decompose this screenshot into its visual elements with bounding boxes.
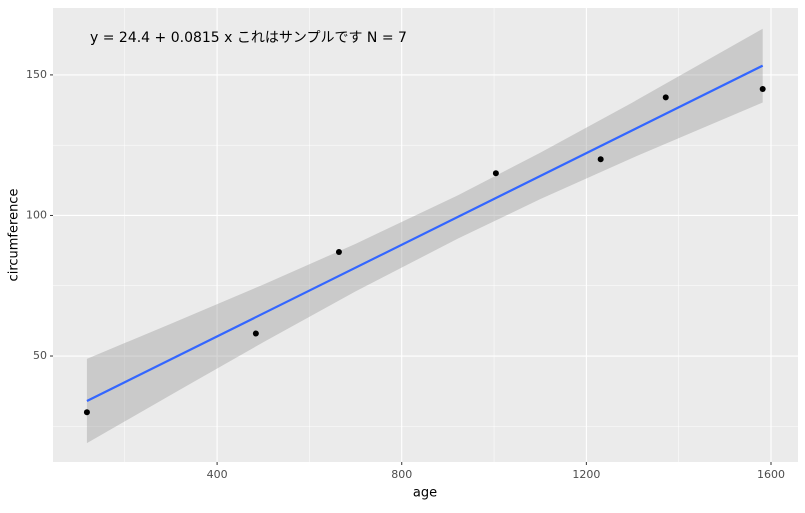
x-axis-title: age xyxy=(413,486,437,501)
y-axis-title: circumference xyxy=(7,189,22,282)
point xyxy=(492,170,499,177)
fit-line xyxy=(86,64,764,402)
annotation: y = 24.4 + 0.0815 x これはサンプルです N = 7 xyxy=(90,30,407,46)
point xyxy=(252,330,259,337)
confidence-band xyxy=(86,28,763,444)
x-tick-label: 400 xyxy=(207,468,228,481)
point xyxy=(83,409,90,416)
point xyxy=(662,94,669,101)
point xyxy=(759,85,766,92)
point xyxy=(597,156,604,163)
y-tick-label: 150 xyxy=(26,68,47,81)
x-tick-label: 1200 xyxy=(572,468,600,481)
y-tick-label: 100 xyxy=(26,208,47,221)
panel xyxy=(53,8,798,462)
y-tick-label: 50 xyxy=(33,349,47,362)
x-tick-label: 800 xyxy=(391,468,412,481)
point xyxy=(335,249,342,256)
x-tick-label: 1600 xyxy=(757,468,785,481)
